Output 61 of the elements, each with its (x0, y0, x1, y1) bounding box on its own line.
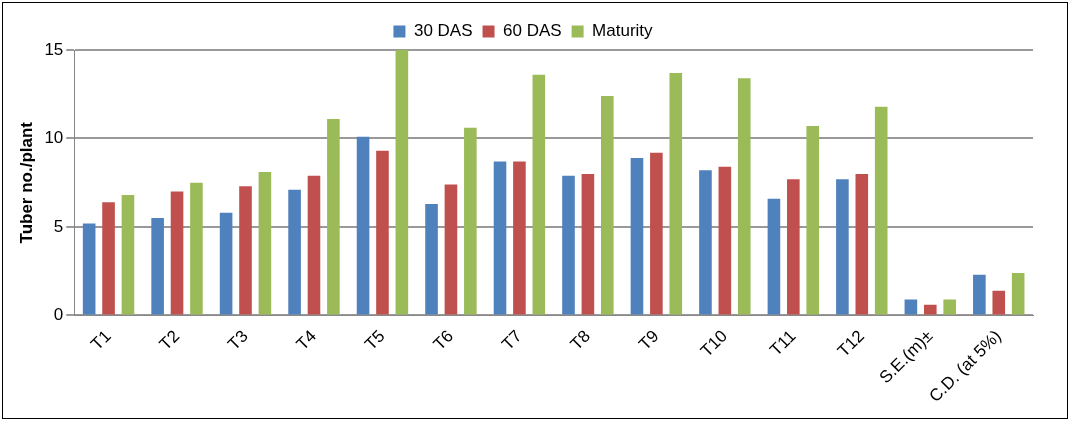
y-tick-label: 5 (53, 216, 64, 236)
bar (562, 175, 575, 315)
bar (464, 127, 477, 315)
bar (874, 106, 888, 315)
x-tick-label: T3 (224, 326, 252, 354)
bar (806, 126, 820, 315)
bar (327, 119, 340, 315)
bar (239, 186, 252, 315)
bar (581, 173, 595, 315)
bar (718, 166, 732, 315)
bar (600, 96, 614, 315)
bar (737, 78, 751, 315)
x-tick-label: T12 (833, 326, 868, 361)
bar (444, 184, 458, 315)
legend-label: 30 DAS (413, 21, 473, 41)
bar (493, 161, 507, 315)
x-tick-label: T1 (87, 326, 115, 354)
x-tick-label: T7 (498, 326, 526, 354)
x-tick-label: T5 (361, 326, 389, 354)
bar (102, 202, 115, 315)
bar (151, 218, 164, 315)
bar (767, 198, 781, 315)
bar (630, 157, 644, 315)
x-tick-label: T10 (696, 326, 731, 361)
bar (855, 173, 869, 315)
x-tick-label: T11 (766, 326, 800, 360)
bar (258, 172, 272, 315)
x-tick-label: T9 (635, 326, 663, 354)
bar (650, 152, 663, 315)
bar (288, 189, 301, 315)
bar (121, 195, 135, 315)
bar (376, 150, 389, 315)
x-tick-label: T2 (155, 326, 184, 354)
y-tick-label: 15 (44, 39, 64, 59)
bar (992, 290, 1006, 315)
bar (973, 274, 986, 315)
y-axis-title: Tuber no./plant (16, 121, 36, 244)
x-tick-label: T8 (566, 326, 595, 354)
legend-label: 60 DAS (503, 21, 562, 41)
bar (425, 203, 438, 315)
bar (395, 50, 409, 315)
bar (787, 179, 800, 315)
bar (307, 175, 321, 315)
bar (669, 73, 683, 315)
bar (190, 182, 203, 315)
bar (170, 191, 184, 315)
y-tick-label: 0 (53, 305, 64, 325)
legend-label: Maturity (592, 21, 654, 41)
bar (1011, 272, 1025, 315)
bar (513, 161, 526, 315)
bar (699, 170, 712, 315)
x-tick-label: T6 (429, 326, 458, 354)
bar (82, 223, 96, 315)
x-tick-label: T4 (292, 326, 321, 354)
bar (532, 74, 546, 315)
bar (356, 136, 370, 315)
bar (923, 304, 937, 315)
bar (219, 212, 233, 315)
bar (943, 299, 956, 315)
bar (836, 179, 849, 315)
y-tick-label: 10 (44, 128, 64, 148)
